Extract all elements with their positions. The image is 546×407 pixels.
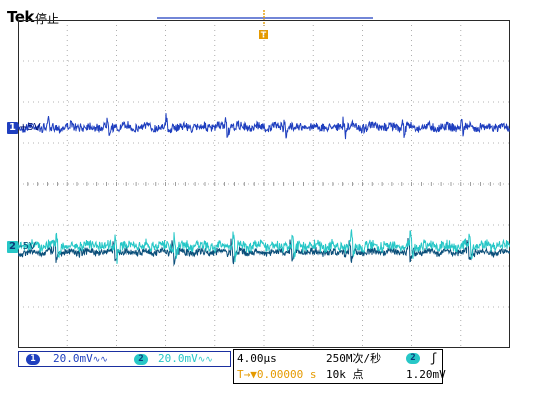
trigger-slope-icon[interactable]: ʃ — [430, 351, 438, 365]
ac-wave-icon: ∿∿ — [197, 355, 213, 365]
brand-logo: Tek — [7, 8, 34, 26]
ch1-waveform — [18, 113, 510, 140]
channel-scale-panel: 1 20.0mV∿∿ 2 20.0mV∿∿ — [18, 351, 231, 367]
ch2-ground-marker[interactable]: 2 — [7, 241, 18, 253]
oscilloscope-screen — [18, 20, 510, 348]
ch2-badge[interactable]: 2 — [134, 354, 148, 365]
ch2-waveform — [18, 229, 510, 264]
ch1-scale-readout[interactable]: 20.0mV∿∿ — [53, 352, 108, 367]
ac-wave-icon: ∿∿ — [92, 355, 108, 365]
sample-rate-readout: 250M次/秒 — [326, 352, 382, 365]
record-length-readout: 10k 点 — [326, 368, 364, 381]
trigger-position-icon — [259, 30, 268, 39]
horizontal-trigger-panel: 4.00µs 250M次/秒 2 ʃ T→▼0.00000 s 10k 点 1.… — [233, 349, 446, 384]
trigger-source-badge[interactable]: 2 — [406, 353, 420, 364]
ch1-scale-value: 20.0mV — [53, 352, 93, 365]
run-state-label: 停止 — [35, 12, 60, 26]
ch2-scale-readout[interactable]: 20.0mV∿∿ — [158, 352, 213, 367]
ch2-offset-label: -5V — [19, 241, 36, 252]
trigger-level-readout[interactable]: 1.20mV — [406, 368, 446, 381]
ch1-ground-marker[interactable]: 1 — [7, 122, 18, 134]
ch2-waveform-shadow — [18, 237, 510, 267]
ch1-offset-label: +5V — [19, 122, 41, 133]
timebase-readout[interactable]: 4.00µs — [237, 352, 277, 365]
ch2-scale-value: 20.0mV — [158, 352, 198, 365]
graticule-grid — [18, 20, 510, 348]
ch1-badge[interactable]: 1 — [26, 354, 40, 365]
trigger-position-readout[interactable]: T→▼0.00000 s — [237, 368, 317, 381]
